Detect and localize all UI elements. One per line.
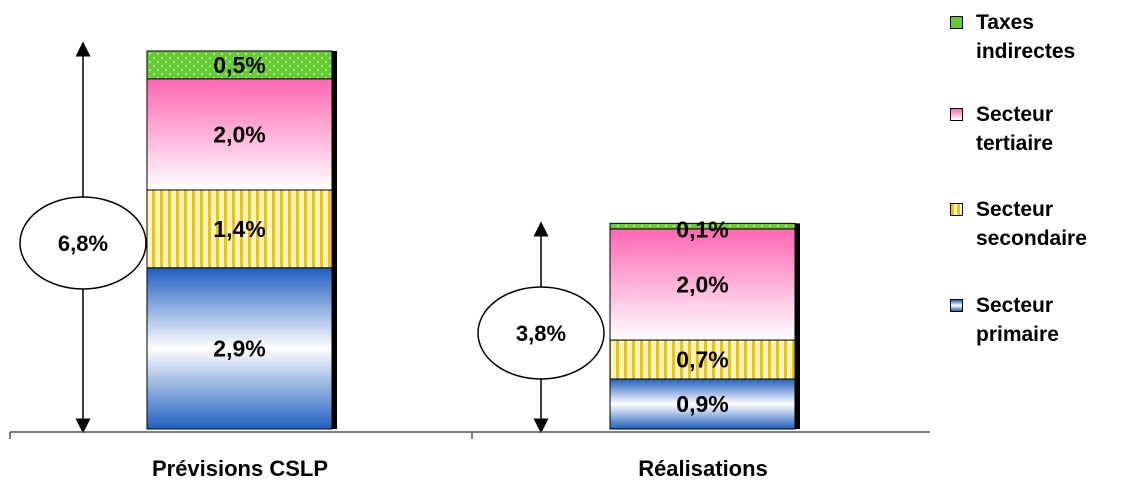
data-label: 2,0%: [676, 271, 728, 297]
legend-label: Taxes indirectes: [976, 11, 1076, 63]
bar-segment-secteur-tertiaire: [609, 228, 796, 341]
legend: Taxes indirectes Secteur tertiaire Secte…: [950, 8, 1135, 369]
bar-stack: 0,9% 0,7% 2,0% 0,1%: [609, 216, 800, 430]
bar-stack: 2,9% 1,4% 2,0% 0,5%: [146, 50, 337, 430]
data-label: 0,7%: [676, 347, 728, 373]
data-label: 2,0%: [213, 121, 265, 147]
category-label: Réalisations: [638, 456, 768, 481]
legend-label: Secteur secondaire: [976, 198, 1087, 250]
legend-swatch: [950, 203, 963, 216]
bar-segment-secteur-primaire: [146, 267, 333, 430]
legend-swatch: [950, 108, 963, 121]
total-label: 6,8%: [58, 231, 108, 256]
stacked-bar-chart: 2,9% 1,4% 2,0% 0,5% 0,9% 0,7% 2,0% 0,1% 6,8% 3,8…: [9, 41, 930, 481]
bar-segment-secteur-primaire: [609, 378, 796, 430]
data-label: 2,9%: [213, 335, 265, 361]
bar-segment-secteur-secondaire: [609, 339, 796, 380]
legend-item-taxes-indirectes: Taxes indirectes: [950, 8, 1135, 66]
total-label: 3,8%: [516, 321, 566, 346]
legend-item-secteur-tertiaire: Secteur tertiaire: [950, 100, 1135, 158]
bar-segment-secteur-secondaire: [146, 189, 333, 269]
legend-label: Secteur tertiaire: [976, 103, 1054, 155]
legend-item-secteur-secondaire: Secteur secondaire: [950, 195, 1135, 253]
data-label: 0,9%: [676, 391, 728, 417]
data-label: 0,5%: [213, 52, 265, 78]
legend-swatch: [950, 16, 963, 29]
bar-shadow: [332, 51, 337, 429]
legend-label: Secteur primaire: [976, 294, 1059, 346]
total-ellipse: [477, 286, 605, 380]
bar-shadow: [795, 223, 800, 429]
data-label: 1,4%: [213, 216, 265, 242]
legend-swatch: [950, 299, 963, 312]
total-ellipse: [19, 196, 147, 290]
legend-item-secteur-primaire: Secteur primaire: [950, 291, 1135, 349]
category-label: Prévisions CSLP: [152, 456, 328, 481]
data-label: 0,1%: [676, 216, 728, 242]
